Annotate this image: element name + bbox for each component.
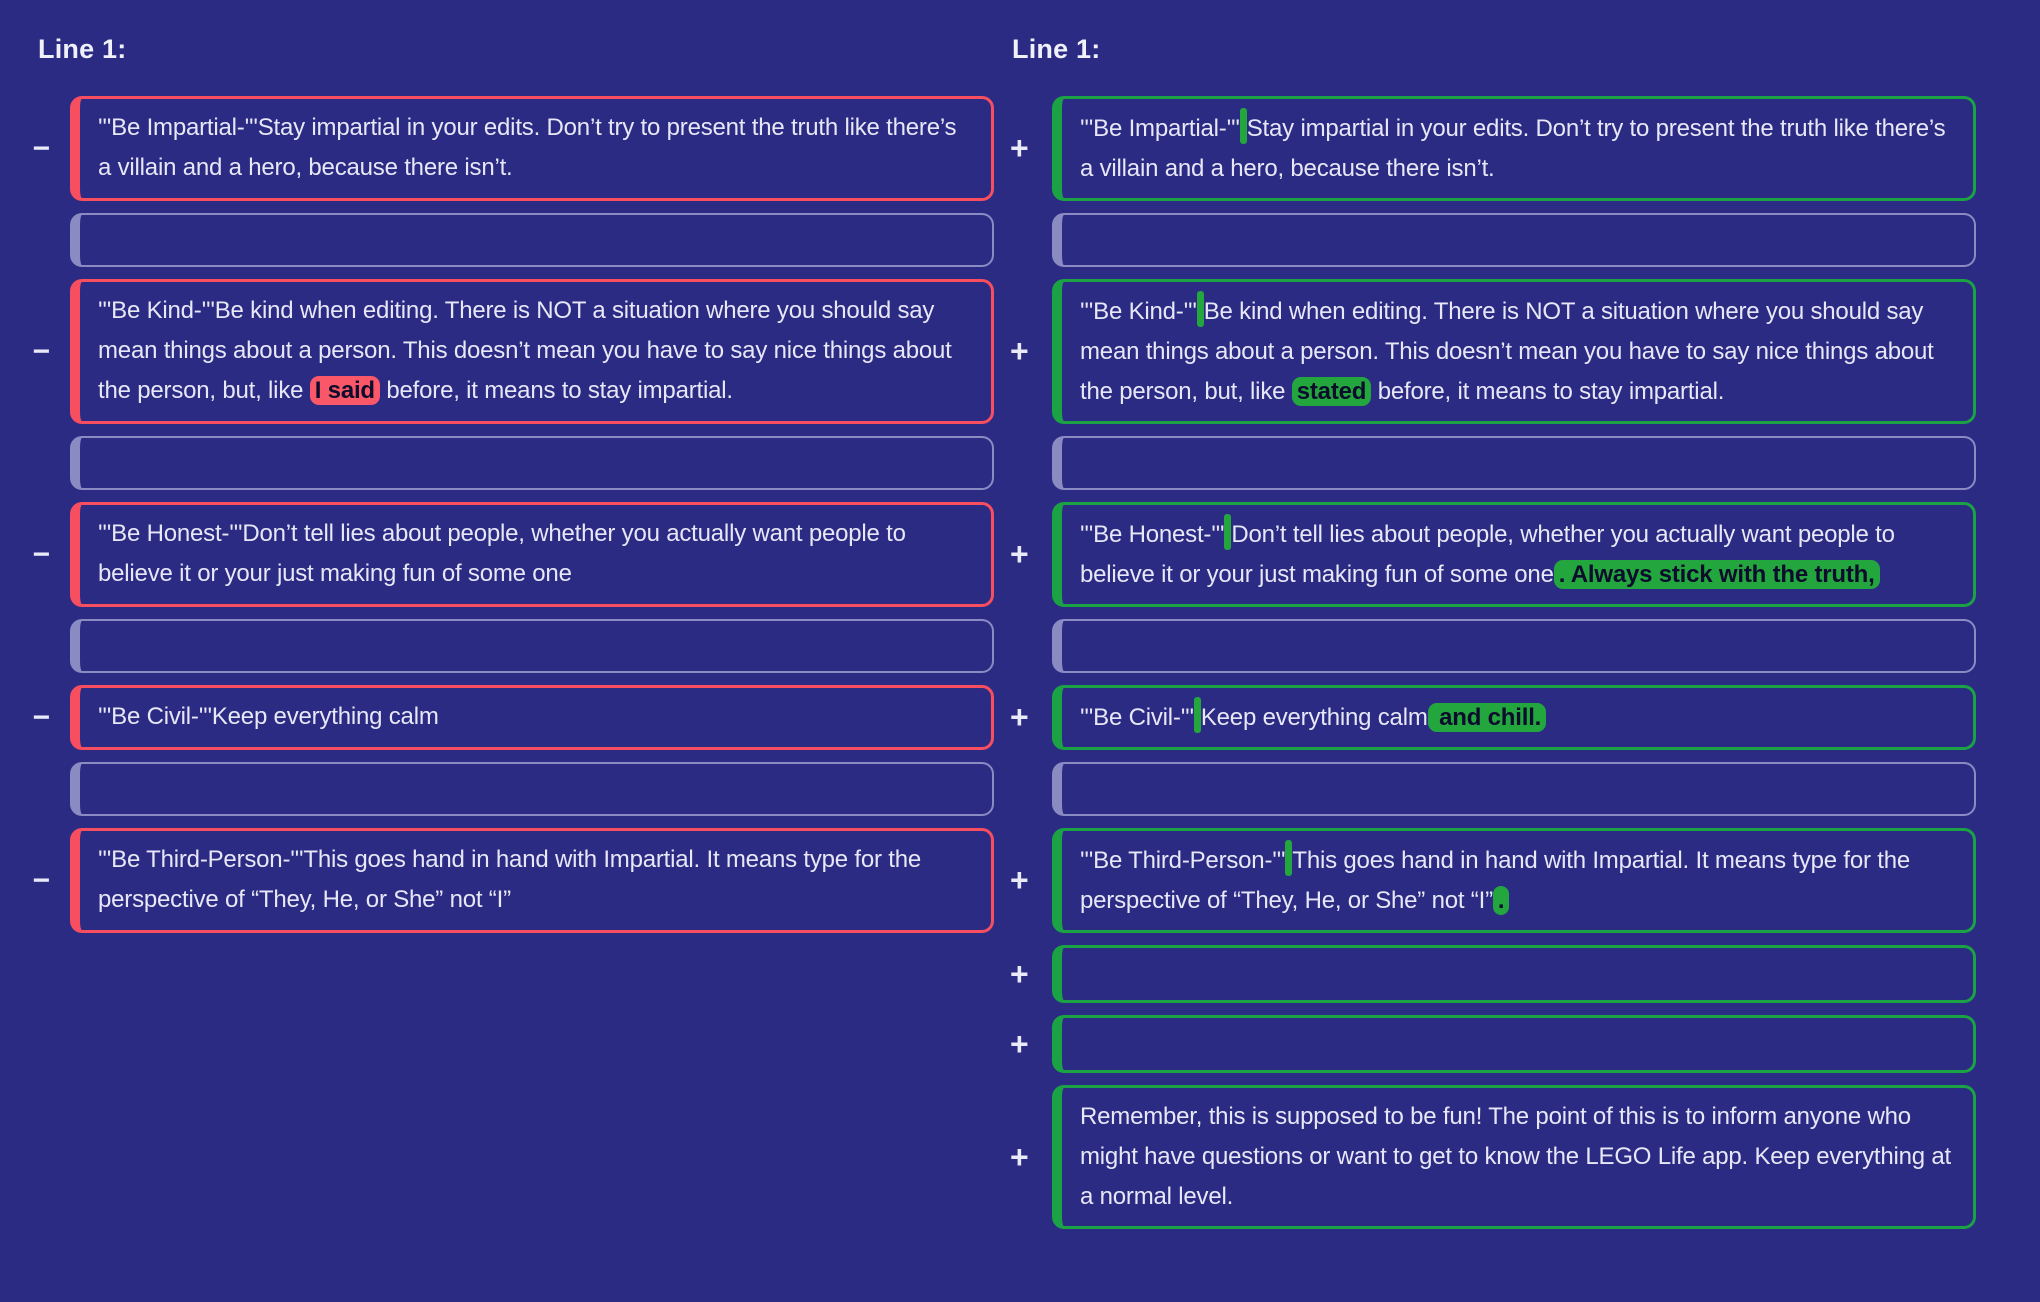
diff-text: Keep everything calm xyxy=(1200,704,1428,731)
diff-text: Remember, this is supposed to be fun! Th… xyxy=(1080,1103,1958,1210)
diff-grid: − '''Be Impartial-'''Stay impartial in yo… xyxy=(0,96,2040,1229)
right-gutter: + xyxy=(994,1085,1052,1229)
diff-spacer-box xyxy=(70,436,994,490)
diff-removed-box: '''Be Civil-'''Keep everything calm xyxy=(70,685,994,750)
right-gutter: + xyxy=(994,502,1052,607)
removed-marker-icon: − xyxy=(32,700,50,734)
diff-text: '''Be Kind-'''Be kind when editing. Ther… xyxy=(98,297,959,404)
left-gutter xyxy=(0,762,70,816)
diff-text: before, it means to stay impartial. xyxy=(1371,378,1725,405)
added-text-highlight: stated xyxy=(1291,377,1372,406)
diff-spacer-box xyxy=(70,762,994,816)
added-marker-icon: + xyxy=(1010,1138,1029,1175)
diff-removed-box: '''Be Honest-'''Don’t tell lies about pe… xyxy=(70,502,994,607)
left-gutter: − xyxy=(0,685,70,750)
diff-text: '''Be Honest-''' xyxy=(1080,521,1225,548)
left-gutter: − xyxy=(0,96,70,201)
left-gutter xyxy=(0,1015,70,1073)
inserted-space-marker xyxy=(1196,291,1204,327)
diff-text: '''Be Third-Person-'''This goes hand in … xyxy=(98,846,928,913)
inserted-space-marker xyxy=(1285,840,1293,876)
right-gutter: + xyxy=(994,1015,1052,1073)
right-gutter: + xyxy=(994,945,1052,1003)
right-gutter xyxy=(994,619,1052,673)
diff-added-box: '''Be Honest-''' Don’t tell lies about pe… xyxy=(1052,502,1976,607)
diff-text: '''Be Third-Person-''' xyxy=(1080,847,1286,874)
removed-marker-icon: − xyxy=(32,537,50,571)
left-gutter: − xyxy=(0,828,70,933)
right-gutter: + xyxy=(994,96,1052,201)
inserted-space-marker xyxy=(1239,108,1247,144)
diff-added-box: '''Be Civil-''' Keep everything calm and … xyxy=(1052,685,1976,750)
inserted-space-marker xyxy=(1193,697,1201,733)
diff-text: before, it means to stay impartial. xyxy=(379,377,733,404)
diff-added-box: '''Be Kind-''' Be kind when editing. Ther… xyxy=(1052,279,1976,424)
diff-text: Don’t tell lies about people, whether yo… xyxy=(1080,521,1902,588)
removed-marker-icon: − xyxy=(32,334,50,368)
diff-text: This goes hand in hand with Impartial. I… xyxy=(1080,847,1917,914)
added-marker-icon: + xyxy=(1010,699,1029,735)
right-gutter xyxy=(994,436,1052,490)
added-marker-icon: + xyxy=(1010,536,1029,572)
added-marker-icon: + xyxy=(1010,130,1029,166)
diff-spacer-box xyxy=(1052,762,1976,816)
diff-text: '''Be Civil-'''Keep everything calm xyxy=(98,703,439,730)
diff-headers: Line 1: Line 1: xyxy=(0,34,2040,64)
right-gutter xyxy=(994,762,1052,816)
diff-text: Stay impartial in your edits. Don’t try … xyxy=(1080,115,1952,182)
added-text-highlight: and chill. xyxy=(1427,703,1547,732)
diff-text: '''Be Honest-'''Don’t tell lies about pe… xyxy=(98,520,913,587)
diff-removed-box: '''Be Kind-'''Be kind when editing. Ther… xyxy=(70,279,994,424)
diff-spacer-box xyxy=(1052,619,1976,673)
diff-spacer-box xyxy=(70,213,994,267)
diff-added-box: '''Be Third-Person-''' This goes hand in … xyxy=(1052,828,1976,933)
removed-marker-icon: − xyxy=(32,863,50,897)
diff-removed-box: '''Be Third-Person-'''This goes hand in … xyxy=(70,828,994,933)
diff-spacer-box xyxy=(1052,436,1976,490)
left-gutter xyxy=(0,945,70,1003)
removed-marker-icon: − xyxy=(32,131,50,165)
diff-text: '''Be Impartial-'''Stay impartial in you… xyxy=(98,114,963,181)
diff-spacer-box xyxy=(70,619,994,673)
right-column-header: Line 1: xyxy=(1012,34,1101,64)
diff-added-box: '''Be Impartial-''' Stay impartial in you… xyxy=(1052,96,1976,201)
empty-cell xyxy=(70,1015,994,1073)
left-gutter xyxy=(0,619,70,673)
added-text-highlight: . Always stick with the truth, xyxy=(1553,560,1880,589)
left-gutter xyxy=(0,213,70,267)
diff-added-box xyxy=(1052,945,1976,1003)
removed-text-highlight: I said xyxy=(309,376,380,405)
added-marker-icon: + xyxy=(1010,1025,1029,1062)
left-gutter: − xyxy=(0,502,70,607)
right-gutter: + xyxy=(994,685,1052,750)
left-column-header: Line 1: xyxy=(38,34,127,64)
diff-text: Be kind when editing. There is NOT a sit… xyxy=(1080,298,1941,405)
diff-spacer-box xyxy=(1052,213,1976,267)
diff-text: '''Be Kind-''' xyxy=(1080,298,1197,325)
added-text-highlight: . xyxy=(1492,886,1510,915)
empty-cell xyxy=(70,1085,994,1229)
right-gutter: + xyxy=(994,828,1052,933)
empty-cell xyxy=(70,945,994,1003)
right-gutter: + xyxy=(994,279,1052,424)
diff-text: '''Be Civil-''' xyxy=(1080,704,1194,731)
right-gutter xyxy=(994,213,1052,267)
diff-added-box xyxy=(1052,1015,1976,1073)
diff-removed-box: '''Be Impartial-'''Stay impartial in you… xyxy=(70,96,994,201)
diff-text: '''Be Impartial-''' xyxy=(1080,115,1240,142)
left-gutter xyxy=(0,1085,70,1229)
inserted-space-marker xyxy=(1224,514,1232,550)
left-gutter: − xyxy=(0,279,70,424)
added-marker-icon: + xyxy=(1010,333,1029,369)
added-marker-icon: + xyxy=(1010,955,1029,992)
added-marker-icon: + xyxy=(1010,862,1029,898)
diff-added-box: Remember, this is supposed to be fun! Th… xyxy=(1052,1085,1976,1229)
left-gutter xyxy=(0,436,70,490)
